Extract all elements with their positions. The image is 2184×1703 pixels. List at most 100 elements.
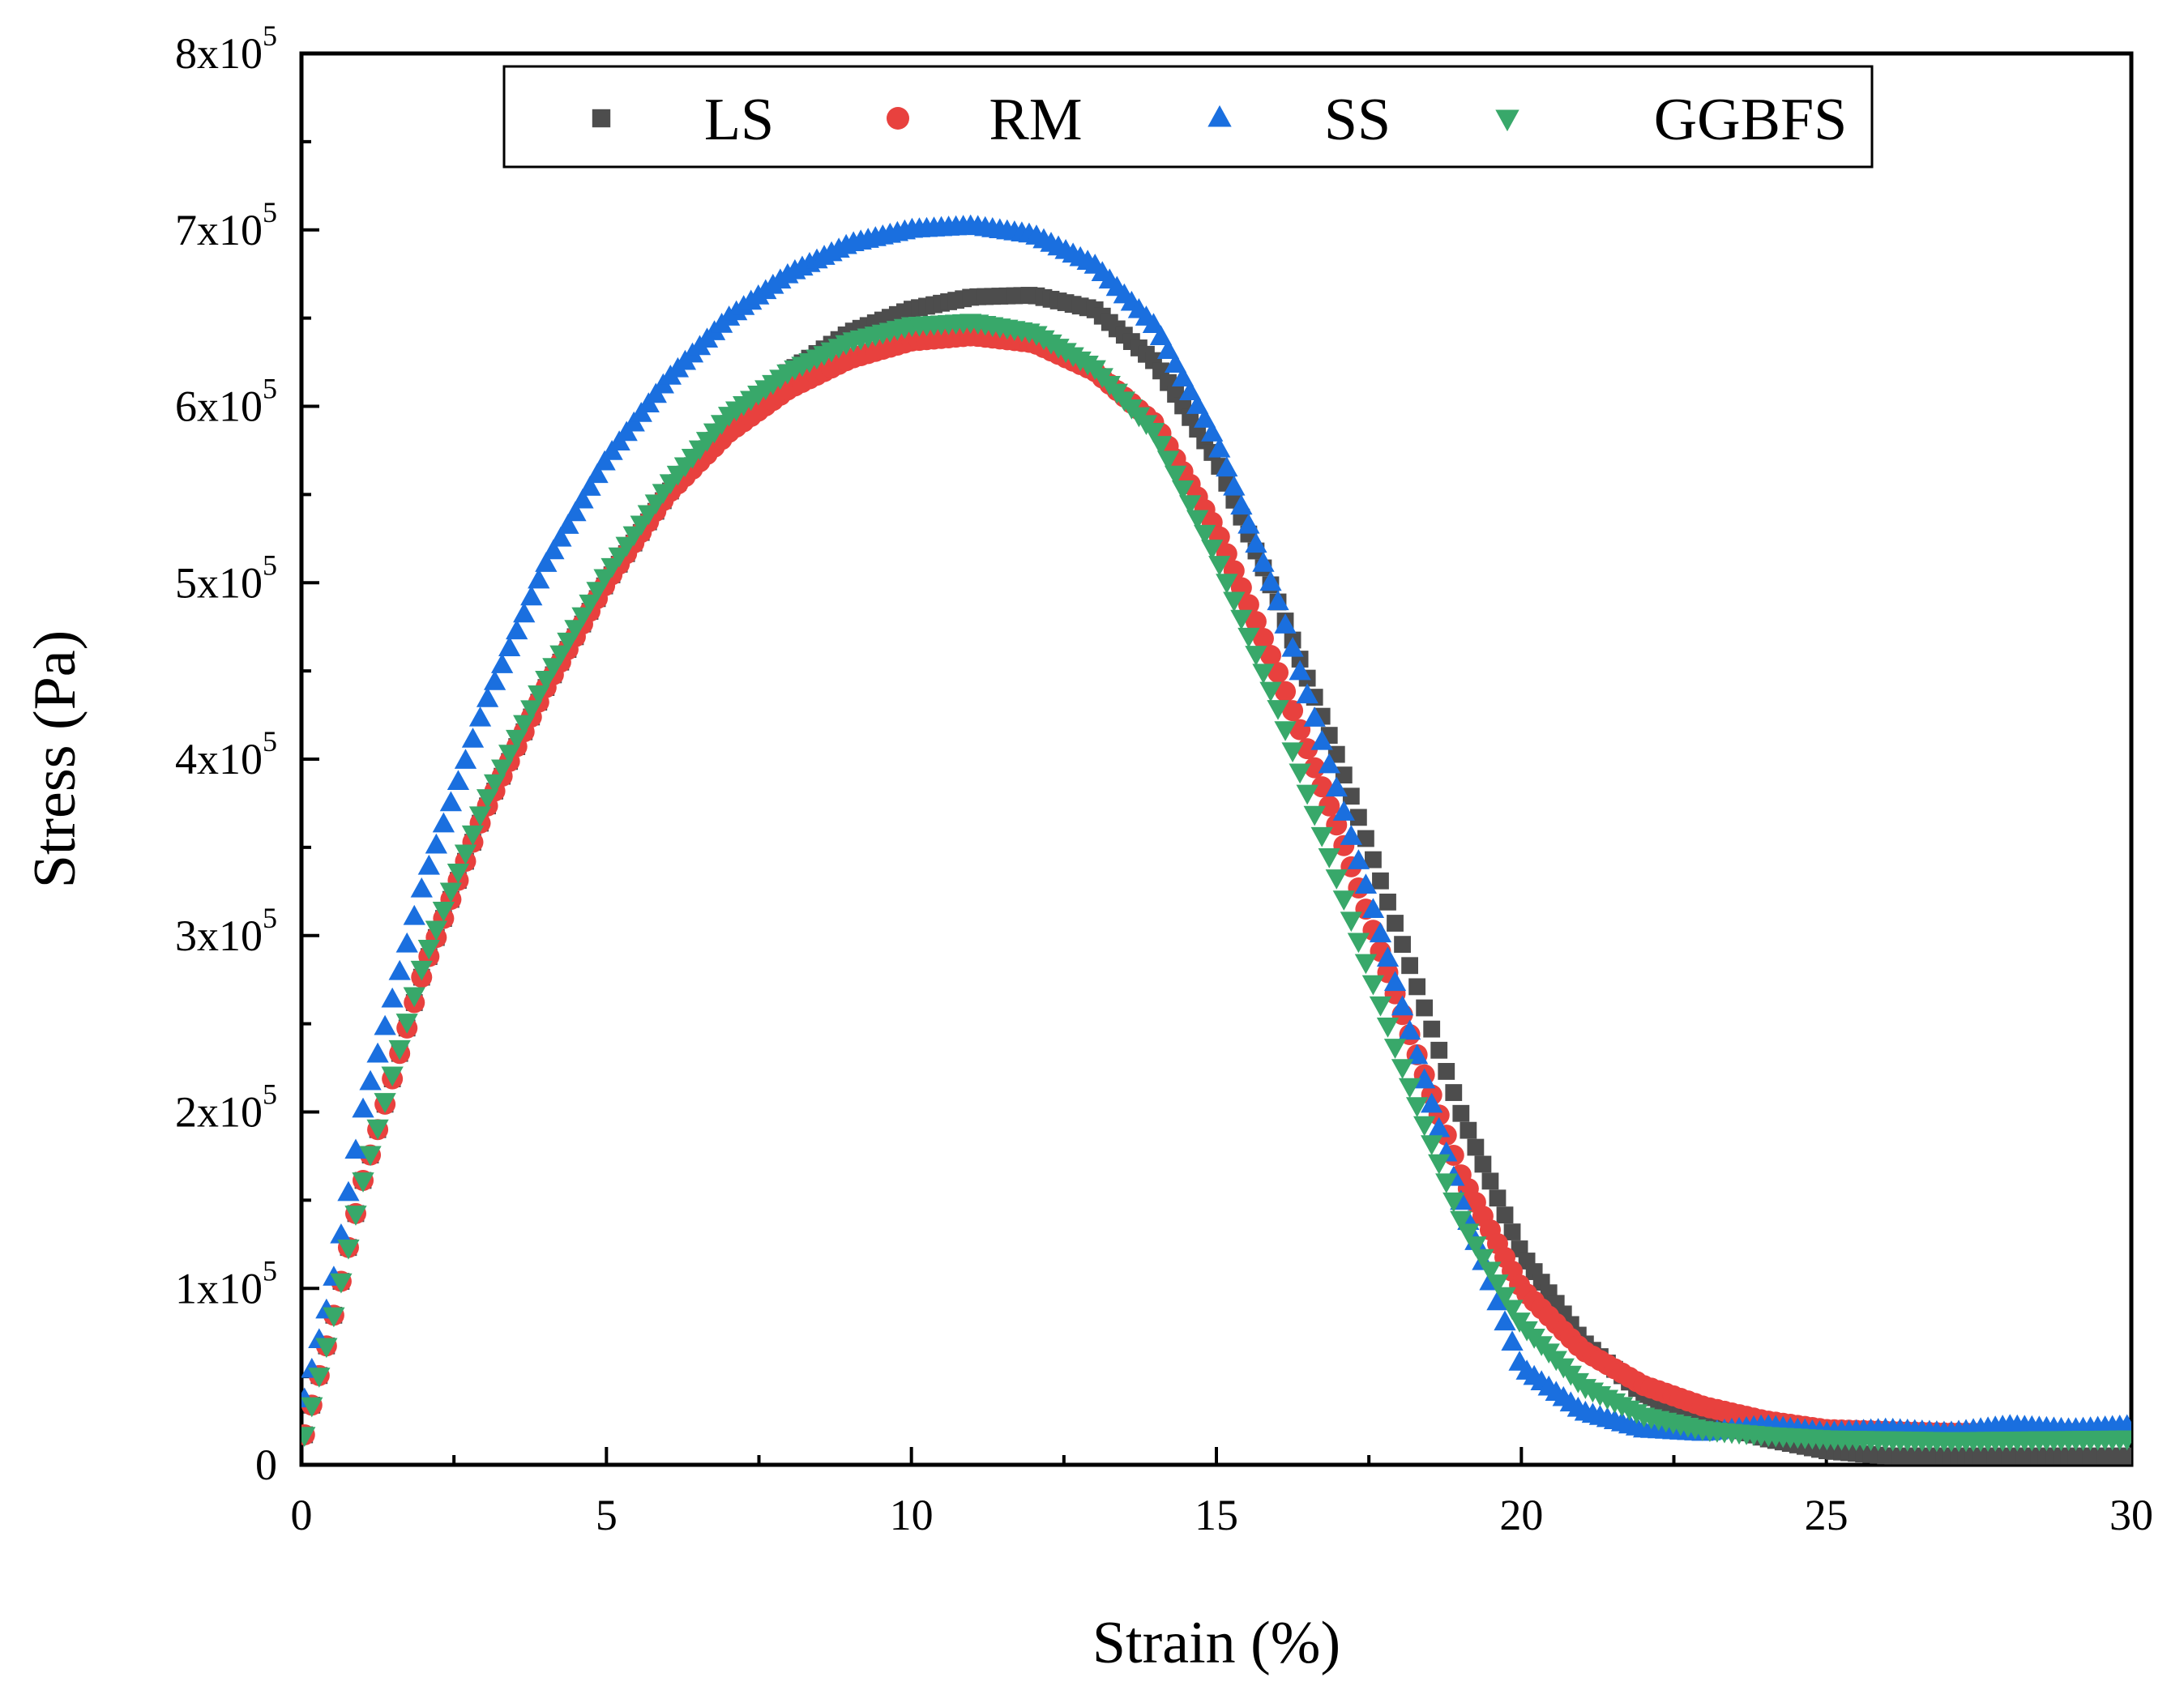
data-point bbox=[476, 789, 499, 809]
data-point bbox=[1445, 1084, 1463, 1101]
data-point bbox=[330, 1273, 353, 1294]
data-point bbox=[425, 920, 447, 941]
data-point bbox=[1149, 325, 1173, 346]
data-point bbox=[1303, 805, 1326, 826]
x-axis: 0 5 10 15 20 25 30 bbox=[291, 1447, 2153, 1539]
data-point bbox=[308, 1368, 331, 1388]
data-point bbox=[1501, 1330, 1524, 1351]
data-point bbox=[1296, 683, 1319, 704]
data-point bbox=[1379, 893, 1396, 911]
y-tick-exponent: 5 bbox=[263, 19, 277, 52]
data-point bbox=[1237, 513, 1260, 534]
data-point bbox=[1383, 971, 1407, 992]
data-point bbox=[1442, 1192, 1465, 1213]
data-point bbox=[1230, 609, 1253, 630]
legend-label-rm: RM bbox=[989, 87, 1082, 153]
data-point bbox=[571, 488, 594, 509]
y-tick-exponent: 5 bbox=[263, 196, 277, 228]
data-point bbox=[468, 706, 492, 727]
data-point bbox=[1156, 339, 1180, 359]
data-point bbox=[1467, 1138, 1485, 1156]
data-point bbox=[1252, 552, 1275, 572]
y-tick-label: 8x105 bbox=[175, 19, 277, 78]
series-ls bbox=[301, 287, 2131, 1465]
data-point bbox=[490, 653, 514, 673]
data-point bbox=[1289, 659, 1311, 681]
data-point bbox=[352, 1172, 374, 1193]
data-point bbox=[528, 568, 550, 589]
data-point bbox=[1274, 721, 1297, 741]
data-point bbox=[1501, 1300, 1524, 1321]
data-point bbox=[1347, 849, 1370, 869]
data-point bbox=[1421, 1092, 1443, 1113]
data-point bbox=[2116, 1430, 2131, 1451]
y-tick-label: 2x105 bbox=[175, 1078, 277, 1137]
y-tick-exponent: 5 bbox=[263, 725, 277, 758]
data-point bbox=[1252, 628, 1274, 650]
data-point bbox=[1472, 1248, 1494, 1270]
data-point bbox=[447, 863, 470, 884]
data-point bbox=[410, 877, 433, 898]
data-point bbox=[366, 1119, 389, 1140]
data-point bbox=[337, 1180, 360, 1201]
data-point bbox=[498, 636, 521, 657]
data-point bbox=[1149, 436, 1173, 456]
data-point bbox=[1310, 729, 1333, 750]
data-point bbox=[1275, 681, 1297, 702]
data-point bbox=[1450, 1210, 1472, 1231]
data-point bbox=[579, 594, 601, 615]
data-point bbox=[395, 1014, 418, 1034]
data-point bbox=[1245, 532, 1267, 553]
data-point bbox=[520, 700, 543, 721]
data-point bbox=[520, 585, 543, 606]
data-point bbox=[1496, 1206, 1514, 1224]
data-point bbox=[549, 526, 572, 547]
data-point bbox=[1223, 591, 1246, 612]
data-point bbox=[432, 901, 455, 922]
x-tick-label: 25 bbox=[1805, 1491, 1848, 1539]
legend-label-ggbfs: GGBFS bbox=[1654, 87, 1848, 153]
y-tick-exponent: 5 bbox=[263, 373, 277, 405]
data-point bbox=[1194, 524, 1216, 545]
data-point bbox=[1208, 437, 1231, 458]
data-point bbox=[1318, 753, 1340, 774]
y-tick-label: 3x105 bbox=[175, 902, 277, 960]
data-point bbox=[1481, 1172, 1499, 1190]
data-point bbox=[1201, 540, 1224, 560]
data-point bbox=[344, 1206, 367, 1226]
data-point bbox=[403, 987, 425, 1008]
data-point bbox=[1430, 1041, 1448, 1059]
data-point bbox=[1460, 1121, 1477, 1139]
data-point bbox=[1486, 1290, 1509, 1311]
data-point bbox=[476, 687, 499, 707]
data-point bbox=[1452, 1104, 1470, 1122]
data-point bbox=[1216, 456, 1238, 477]
data-point bbox=[1464, 1236, 1487, 1257]
data-point bbox=[1361, 975, 1385, 996]
data-point bbox=[542, 658, 565, 678]
data-point bbox=[1383, 1039, 1407, 1059]
legend-box bbox=[502, 65, 1874, 169]
data-point bbox=[1474, 1155, 1492, 1173]
x-tick-label: 0 bbox=[291, 1491, 313, 1539]
data-point bbox=[1361, 898, 1385, 919]
data-point bbox=[1340, 911, 1362, 933]
data-point bbox=[1282, 700, 1304, 722]
data-point bbox=[2118, 1447, 2131, 1465]
data-point bbox=[1486, 1274, 1509, 1295]
data-point bbox=[1387, 915, 1404, 932]
data-point bbox=[1164, 465, 1187, 486]
y-tick-label: 6x105 bbox=[175, 373, 277, 431]
data-series bbox=[301, 214, 2131, 1465]
x-tick-label: 30 bbox=[2109, 1491, 2153, 1539]
data-point bbox=[1391, 995, 1414, 1016]
data-point bbox=[1327, 745, 1345, 763]
data-point bbox=[1494, 1287, 1516, 1308]
y-tick-exponent: 5 bbox=[263, 902, 277, 934]
data-point bbox=[1245, 611, 1267, 633]
y-tick-label: 0 bbox=[255, 1441, 277, 1489]
data-point bbox=[483, 774, 506, 795]
data-point bbox=[1340, 825, 1362, 845]
data-point bbox=[1394, 936, 1411, 954]
data-point bbox=[1413, 1116, 1436, 1137]
